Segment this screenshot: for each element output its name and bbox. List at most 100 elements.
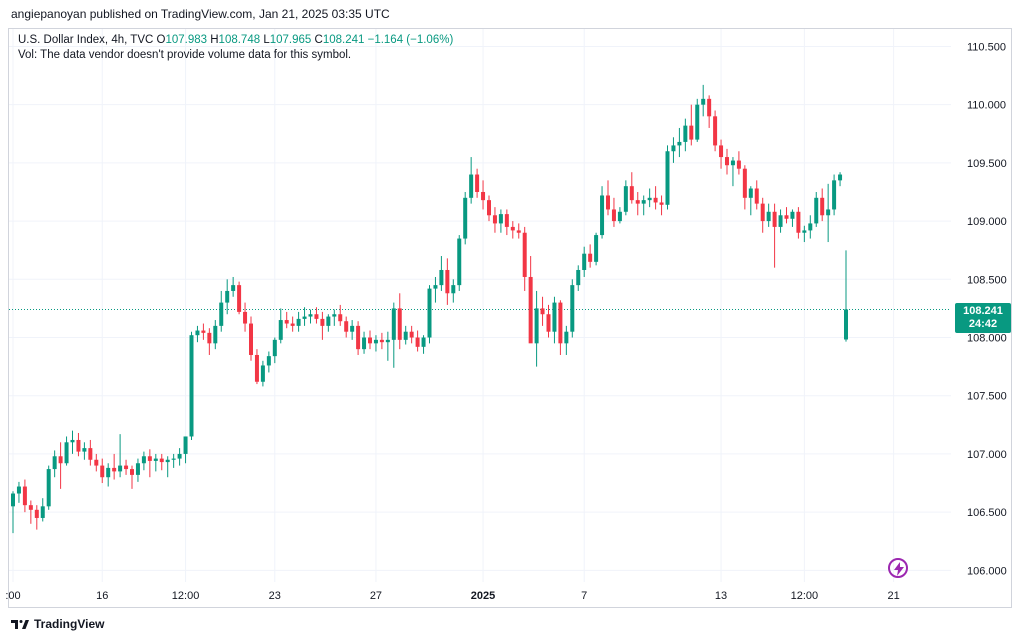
candle-body <box>302 316 307 319</box>
candle <box>570 279 575 338</box>
candle-body <box>368 337 372 344</box>
candle-body <box>338 314 343 322</box>
candle <box>671 137 676 163</box>
candle-body <box>326 316 331 326</box>
publish-credit: angiepanoyan published on TradingView.co… <box>11 7 390 21</box>
candle-body <box>594 235 599 262</box>
candle-body <box>600 195 605 236</box>
close-value: 108.241 <box>322 34 365 46</box>
footer-brand[interactable]: TradingView <box>11 617 104 631</box>
candle-body <box>362 337 367 350</box>
candle <box>594 232 599 266</box>
candle <box>385 331 390 361</box>
candle <box>832 174 837 216</box>
candle <box>130 465 134 489</box>
candle-body <box>814 197 819 224</box>
candle <box>106 463 111 487</box>
candle <box>237 281 242 315</box>
flash-icon[interactable] <box>888 558 908 578</box>
candle-body <box>558 302 563 344</box>
candle-body <box>796 211 801 233</box>
y-tick-label: 110.500 <box>967 41 1006 53</box>
candle-body <box>201 330 206 333</box>
candle-body <box>40 506 45 518</box>
y-tick-label: 106.500 <box>967 507 1007 519</box>
x-tick-label: 23 <box>269 590 281 602</box>
open-value: 107.983 <box>165 34 208 46</box>
candle-body <box>546 314 551 332</box>
candle <box>153 453 158 472</box>
candle <box>653 186 658 210</box>
candle <box>528 256 533 344</box>
candle-body <box>766 211 771 222</box>
candle <box>713 110 718 152</box>
candle <box>344 316 349 338</box>
candle <box>796 207 801 239</box>
candle-body <box>100 465 105 478</box>
candle <box>504 209 509 236</box>
candle-body <box>844 309 848 340</box>
y-tick-label: 106.000 <box>967 565 1007 577</box>
candle <box>635 191 640 216</box>
candle <box>558 300 563 355</box>
candle-body <box>695 104 700 140</box>
candle <box>451 279 456 303</box>
candle <box>689 104 694 146</box>
candle <box>284 311 289 329</box>
candle <box>576 265 581 291</box>
candle <box>701 84 706 117</box>
candle <box>522 226 527 291</box>
candle-body <box>713 116 718 146</box>
candle <box>611 197 616 227</box>
candle <box>427 285 432 344</box>
candle <box>820 188 825 222</box>
tradingview-logo-icon <box>11 620 29 629</box>
candle-body <box>356 325 361 350</box>
candle-body <box>225 290 230 303</box>
candle-body <box>403 331 408 340</box>
candle <box>46 465 51 510</box>
candle <box>772 203 777 268</box>
candle <box>457 235 462 291</box>
candle <box>278 308 283 344</box>
candle <box>266 351 271 373</box>
candle <box>445 258 450 305</box>
x-tick-label: :00 <box>5 590 20 602</box>
candle <box>147 449 152 478</box>
candle <box>492 207 497 233</box>
candle <box>52 450 57 478</box>
candle-body <box>11 493 15 507</box>
candle-body <box>641 200 646 204</box>
candle-body <box>165 459 170 463</box>
chart-legend: U.S. Dollar Index, 4h, TVC O107.983 H108… <box>18 33 453 48</box>
candle-body <box>112 467 117 472</box>
candle-body <box>606 195 610 210</box>
y-tick-label: 108.000 <box>967 333 1007 345</box>
candle <box>290 316 295 332</box>
candle-body <box>635 200 640 204</box>
candle-body <box>64 442 69 464</box>
x-tick-label: 27 <box>370 590 382 602</box>
candle-body <box>237 285 242 312</box>
candle <box>481 180 486 210</box>
candle <box>487 195 491 222</box>
candle-body <box>826 209 831 216</box>
candle-body <box>433 285 438 289</box>
candle-body <box>16 486 21 494</box>
candle-body <box>130 469 134 475</box>
candle <box>183 436 188 464</box>
candle-body <box>623 186 628 212</box>
candle <box>70 430 75 454</box>
candle-body <box>290 323 295 326</box>
candle-body <box>516 230 521 233</box>
candle-body <box>677 141 682 146</box>
candle-body <box>540 308 545 315</box>
candle-body <box>659 202 664 205</box>
chart-frame <box>8 28 1012 608</box>
candle <box>314 307 319 324</box>
candle <box>582 246 587 277</box>
candle <box>659 195 664 216</box>
candle <box>707 95 712 128</box>
candle-body <box>463 197 468 239</box>
